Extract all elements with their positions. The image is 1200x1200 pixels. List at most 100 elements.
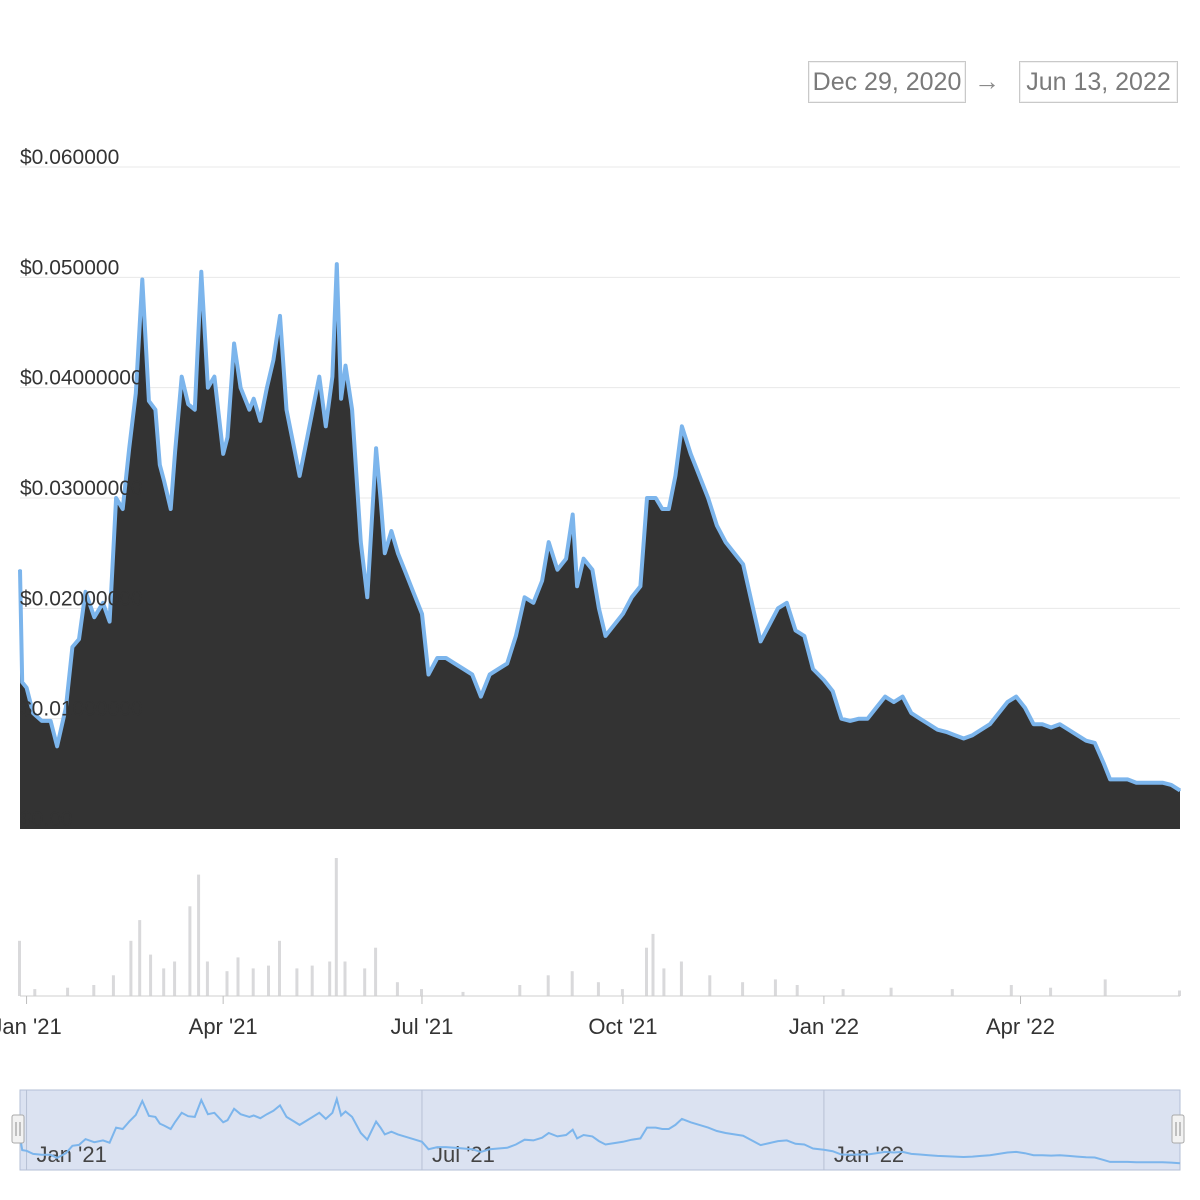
price-point [285,408,288,411]
price-point [565,557,567,560]
volume-bar [138,920,142,996]
price-point [379,497,382,499]
price-point [154,408,157,411]
volume-bar [18,940,21,996]
price-point [49,720,52,722]
price-point [541,580,543,582]
navigator[interactable]: Jan '21 Jul '21 Jan '22 [11,1089,1185,1171]
volume-bar [1009,985,1013,996]
volume-bar [92,985,96,996]
price-point [1153,781,1155,784]
volume-bars [18,858,1181,997]
price-point [222,453,224,455]
price-point [141,278,144,281]
price-point [148,400,150,402]
price-point [654,497,657,499]
price-point [786,602,788,604]
price-point [135,392,137,395]
price-point [971,734,974,736]
volume-bar [620,989,624,996]
price-point [174,450,176,453]
volume-bar [66,987,70,996]
price-point [480,695,482,698]
price-point [462,668,465,670]
price-point [403,568,406,571]
price-point [340,397,342,400]
price-point [1161,781,1164,784]
volume-bar [773,979,777,996]
volume-bar [310,965,314,996]
volume-bar [251,968,255,996]
price-point [668,508,670,510]
y-tick-label: $0.00 [20,808,73,831]
volume-bar [950,989,954,996]
price-point [1076,734,1079,736]
price-point [742,563,744,565]
price-point [582,557,585,560]
volume-bar [236,957,240,996]
x-tick-label: Oct '21 [588,1014,657,1039]
price-point [910,712,913,714]
price-point [41,720,43,722]
price-point [1094,742,1096,744]
x-tick-label: Apr '21 [189,1014,258,1039]
price-point [1102,762,1105,764]
price-point [812,668,814,670]
price-point [919,717,921,720]
volume-bar [420,989,423,996]
y-tick-label: $0.060000 [20,146,119,169]
price-point [305,442,308,444]
price-point [928,723,930,725]
price-point [121,508,124,510]
y-tick-label: $0.01000000 [20,698,143,721]
volume-bar [173,961,177,996]
y-tick-label: $0.03000000 [20,477,143,500]
price-point [115,497,117,499]
range-end-input[interactable]: Jun 13, 2022 [1019,61,1178,103]
price-point [102,602,104,604]
price-point [751,602,753,604]
volume-bar [225,971,229,996]
price-point [445,657,447,659]
price-point [1032,723,1035,725]
price-point [604,635,607,637]
y-axis-labels: $0.00 $0.01000000 $0.02000000 $0.03000000 $0… [20,146,143,831]
volume-bar [518,985,522,996]
price-point [344,364,347,367]
price-point [226,436,229,439]
price-point [674,475,677,477]
volume-bar [278,940,281,996]
price-point [390,530,393,532]
price-area [18,262,1182,830]
price-point [252,397,255,400]
volume-bar [708,975,712,996]
price-point [997,712,1000,714]
price-point [366,596,369,599]
price-point [646,497,648,499]
x-tick-label: Apr '22 [986,1014,1055,1039]
price-point [311,408,314,411]
price-point [233,342,235,345]
price-point [497,668,500,670]
price-point [724,541,727,543]
price-point [630,596,633,599]
price-point [613,624,615,626]
price-point [375,447,377,450]
volume-bar [570,971,574,996]
volume-bar [374,947,378,996]
price-point [421,613,423,615]
range-start-input[interactable]: Dec 29, 2020 [808,61,966,103]
navigator-right-handle[interactable] [1171,1114,1185,1144]
volume-bar [645,947,648,996]
volume-bar [889,987,893,996]
price-point [32,712,34,714]
navigator-left-handle[interactable] [11,1114,25,1144]
volume-bar [343,961,347,996]
price-point [169,508,172,510]
volume-bar [546,975,550,996]
price-point [200,271,203,273]
volume-bar [841,989,845,996]
price-point [831,690,834,692]
price-point [759,640,762,643]
